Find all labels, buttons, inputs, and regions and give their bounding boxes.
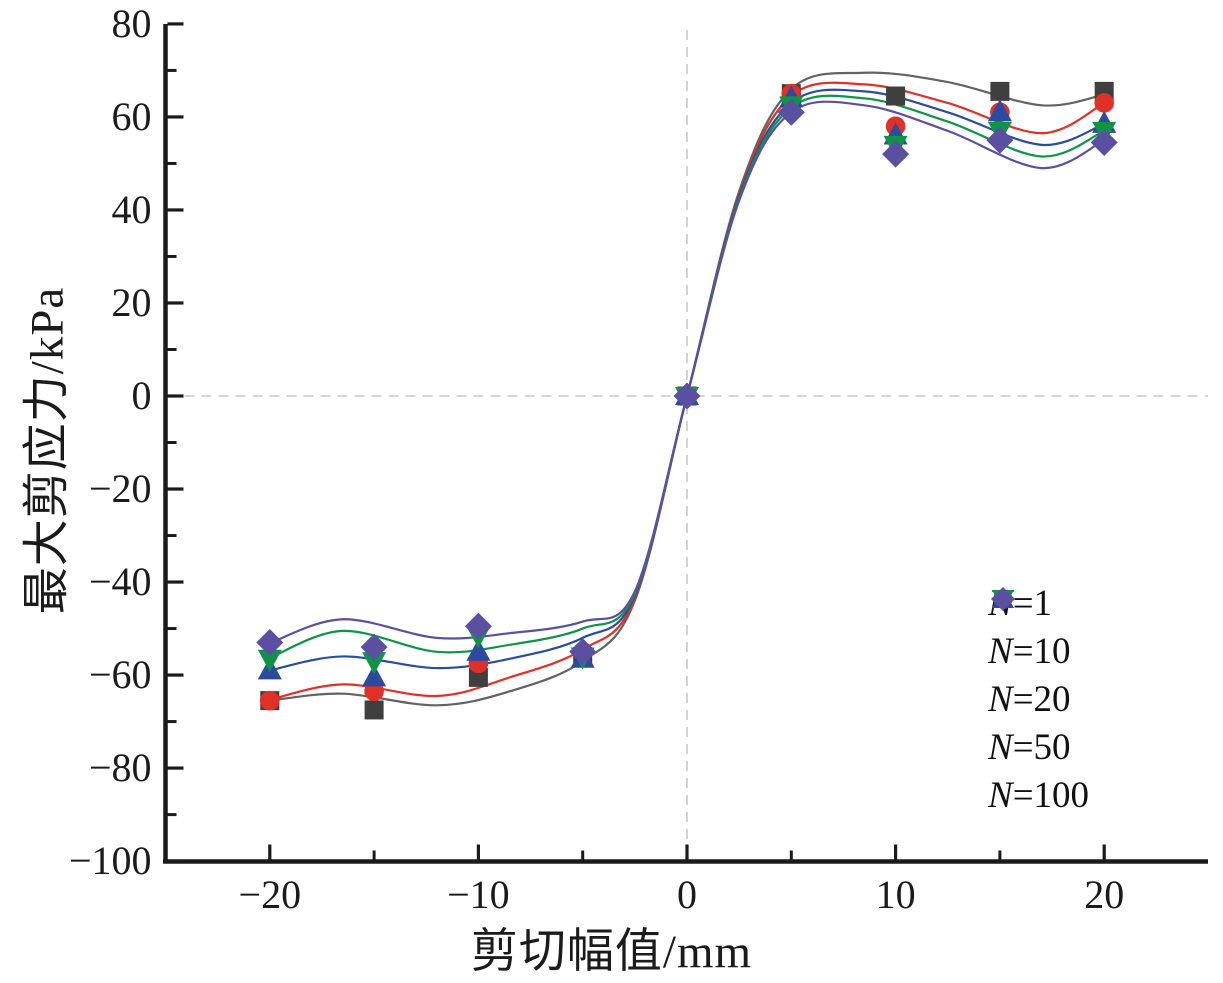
legend-label: N=10	[988, 630, 1071, 673]
data-point-N=100	[464, 612, 492, 640]
legend-label-value: =1	[1012, 583, 1053, 624]
y-tick-label: −80	[89, 745, 152, 790]
y-tick-label: 60	[112, 94, 152, 139]
x-tick-label: 10	[876, 872, 916, 917]
x-tick-label: 0	[677, 872, 697, 917]
data-point-N=100	[256, 629, 284, 657]
y-tick-label: −60	[89, 652, 152, 697]
legend-label: N=50	[988, 726, 1071, 769]
data-point-N=1	[364, 700, 384, 720]
y-tick-label: 40	[112, 187, 152, 232]
data-point-N=100	[882, 140, 910, 168]
data-point-N=1	[468, 667, 488, 687]
legend-label-symbol: N	[988, 775, 1013, 816]
legend-label-value: =10	[1012, 631, 1071, 672]
data-point-N=100	[1090, 129, 1118, 157]
data-point-N=20	[362, 664, 387, 687]
y-tick-label: 20	[112, 280, 152, 325]
data-point-N=1	[886, 86, 906, 106]
data-point-N=10	[260, 690, 280, 711]
legend-label: N=20	[988, 678, 1071, 721]
data-point-N=50	[362, 652, 387, 675]
legend-item-N=10: N=10	[988, 589, 1089, 673]
data-point-N=50	[257, 649, 282, 672]
x-axis-title: 剪切幅值/mm	[470, 926, 753, 978]
legend-item-N=50: N=50	[988, 590, 1089, 769]
data-point-N=100	[673, 382, 701, 410]
data-point-N=20	[466, 638, 491, 661]
data-point-N=100	[569, 638, 597, 666]
y-tick-label: −40	[89, 559, 152, 604]
legend-label-symbol: N	[988, 631, 1013, 672]
legend-label-symbol: N	[988, 727, 1013, 768]
y-axis-title: 最大剪应力/kPa	[21, 286, 74, 615]
data-point-N=100	[986, 126, 1014, 154]
data-point-N=100	[360, 633, 388, 661]
y-tick-label: −20	[89, 466, 152, 511]
legend-label-value: =100	[1012, 775, 1090, 816]
legend-item-N=100: N=100	[988, 587, 1089, 817]
y-tick-label: 0	[132, 373, 152, 418]
y-tick-label: −100	[69, 838, 152, 883]
data-point-N=10	[1094, 93, 1114, 113]
data-point-N=100	[777, 98, 805, 126]
legend-marker-diamond-icon	[991, 587, 1015, 611]
legend-label-value: =50	[1012, 727, 1071, 768]
legend-label-symbol: N	[988, 679, 1013, 720]
legend-label: N=100	[988, 774, 1089, 817]
x-tick-label: −20	[239, 872, 302, 917]
legend-marker-shape	[991, 587, 1015, 611]
y-tick-label: 80	[112, 1, 152, 46]
data-point-N=1	[990, 81, 1010, 101]
legend: N=1N=10N=20N=50N=100	[988, 583, 1089, 817]
x-tick-label: −10	[447, 872, 510, 917]
legend-item-N=20: N=20	[988, 588, 1089, 721]
x-tick-label: 20	[1084, 872, 1124, 917]
data-point-N=10	[364, 681, 384, 702]
legend-label-value: =20	[1012, 679, 1071, 720]
data-point-N=20	[987, 99, 1012, 122]
